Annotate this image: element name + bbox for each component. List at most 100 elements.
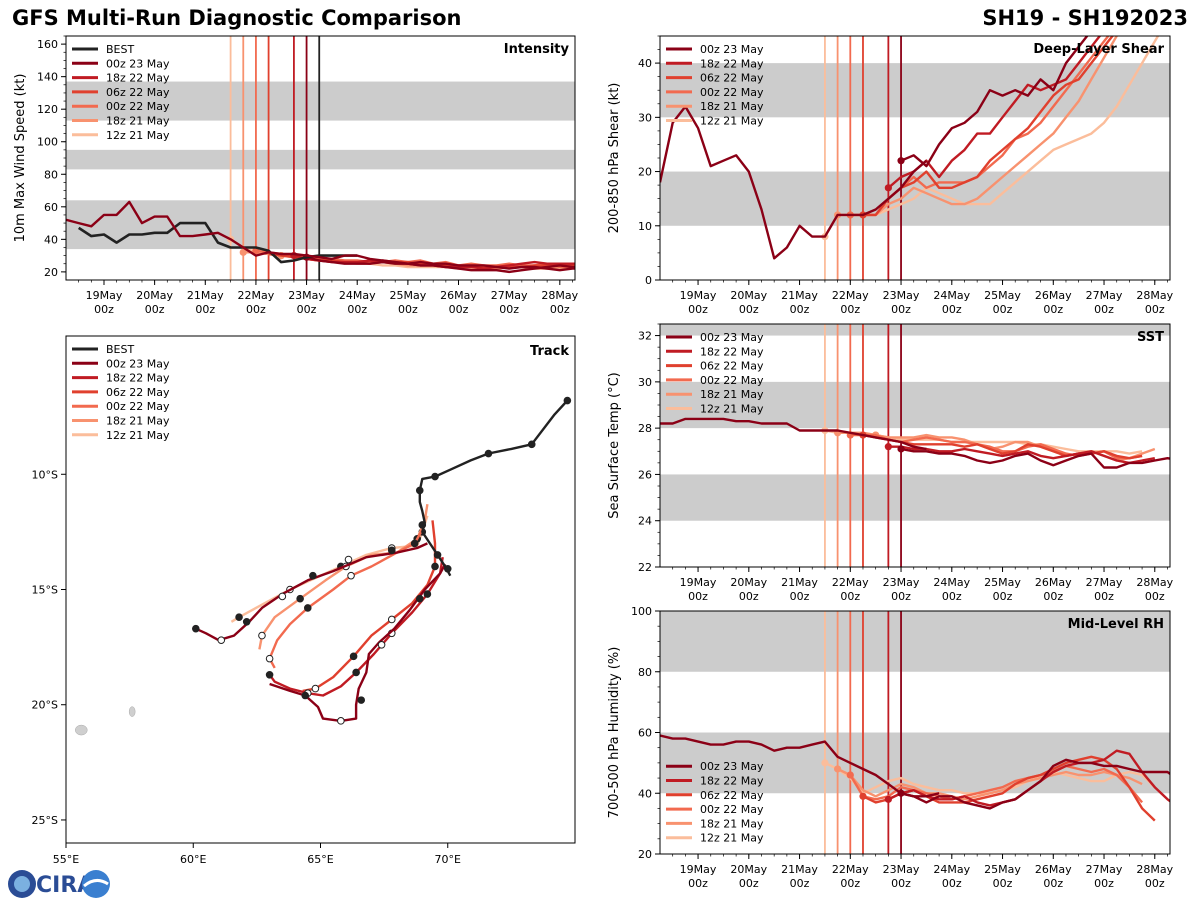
sst-ytick-label: 28 [638, 422, 652, 435]
shear-xtick-day: 21May [781, 289, 818, 302]
track-position-marker [337, 717, 345, 725]
intensity-xtick-hour: 00z [499, 303, 519, 316]
intensity-xtick-hour: 00z [246, 303, 266, 316]
rh-legend-label-00z-23-may: 00z 23 May [700, 760, 764, 773]
rh-xtick-hour: 00z [942, 877, 962, 890]
sst-legend-label-18z-21-may: 18z 21 May [700, 388, 764, 401]
sst-xtick-day: 19May [680, 576, 717, 589]
track-position-marker [258, 631, 266, 640]
shear-xtick-day: 22May [832, 289, 869, 302]
track-position-marker [301, 691, 310, 700]
track-18z-21-may-1 [258, 504, 429, 650]
track-00z-23-may-5 [269, 563, 447, 723]
sst-xtick-hour: 00z [993, 590, 1013, 603]
shear-xtick-day: 26May [1035, 289, 1072, 302]
rh-xtick-day: 23May [883, 863, 920, 876]
figure-title: GFS Multi-Run Diagnostic Comparison [12, 6, 462, 30]
case-id: SH19 - SH192023 [982, 6, 1188, 30]
sst-band-2 [660, 324, 1170, 336]
shear-xtick-hour: 00z [1094, 303, 1114, 316]
track-legend-label-best: BEST [106, 343, 134, 356]
track-position-marker [563, 396, 572, 405]
intensity-band-2 [66, 81, 575, 121]
sst-series-18z-22-may-4 [888, 445, 1156, 465]
sst-ytick-label: 30 [638, 376, 652, 389]
rh-point-06z-22-may [859, 792, 867, 800]
rh-series-00z-22-may-2 [849, 764, 1144, 804]
intensity-xtick-day: 20May [136, 289, 173, 302]
track-xtick-label: 60°E [180, 853, 206, 866]
rh-xtick-hour: 00z [1043, 877, 1063, 890]
rh-panel: 2040608010019May00z20May00z21May00z22May… [607, 605, 1174, 890]
sst-xtick-day: 23May [883, 576, 920, 589]
sst-xtick-day: 20May [730, 576, 767, 589]
sst-xtick-hour: 00z [1094, 590, 1114, 603]
intensity-xtick-day: 27May [491, 289, 528, 302]
track-position-marker [265, 670, 274, 679]
shear-xtick-hour: 00z [688, 303, 708, 316]
sst-title: SST [1137, 330, 1164, 345]
track-position-marker [484, 449, 493, 458]
sst-ytick-label: 32 [638, 330, 652, 343]
sst-xtick-hour: 00z [790, 590, 810, 603]
intensity-legend-label-18z-22-may: 18z 22 May [106, 72, 170, 85]
shear-ytick-label: 30 [638, 111, 652, 124]
shear-ytick-label: 40 [638, 57, 652, 70]
sst-series-00z-23-may-5 [900, 447, 1170, 469]
shear-legend-label-18z-22-may: 18z 22 May [700, 57, 764, 70]
shear-xtick-day: 20May [730, 289, 767, 302]
shear-point-18z-22-may [884, 184, 892, 192]
shear-xtick-day: 27May [1086, 289, 1123, 302]
intensity-xtick-hour: 00z [297, 303, 317, 316]
intensity-xtick-hour: 00z [449, 303, 469, 316]
intensity-series-00z-23-may-5 [306, 256, 575, 274]
sst-xtick-hour: 00z [942, 590, 962, 603]
track-xtick-label: 65°E [307, 853, 333, 866]
track-position-marker [242, 617, 251, 626]
sst-band-0 [660, 474, 1170, 521]
sst-xtick-hour: 00z [739, 590, 759, 603]
track-position-marker [344, 555, 353, 564]
intensity-xtick-day: 19May [86, 289, 123, 302]
track-position-marker [357, 696, 366, 704]
sst-legend-label-06z-22-may: 06z 22 May [700, 360, 764, 373]
track-position-marker [352, 668, 360, 677]
track-legend-label-06z-22-may: 06z 22 May [106, 386, 170, 399]
intensity-ylabel: 10m Max Wind Speed (kt) [13, 74, 28, 243]
shear-panel: 01020304019May00z20May00z21May00z22May00… [607, 35, 1174, 316]
sst-point-18z-22-may [884, 443, 892, 451]
track-legend-label-12z-21-may: 12z 21 May [106, 429, 170, 442]
intensity-ytick-label: 40 [44, 233, 58, 246]
shear-xtick-day: 19May [680, 289, 717, 302]
shear-xtick-hour: 00z [942, 303, 962, 316]
track-position-marker [265, 654, 274, 663]
sst-panel: 22242628303219May00z20May00z21May00z22Ma… [607, 323, 1174, 603]
shear-xtick-hour: 00z [993, 303, 1013, 316]
track-12z-21-may-0 [230, 515, 429, 623]
sst-xtick-hour: 00z [1145, 590, 1165, 603]
shear-xtick-hour: 00z [739, 303, 759, 316]
track-best-7 [418, 399, 569, 577]
island-1 [128, 706, 136, 717]
rh-xtick-hour: 00z [739, 877, 759, 890]
track-ytick-label: 10°S [32, 468, 58, 481]
intensity-ytick-label: 80 [44, 168, 58, 181]
rh-xtick-hour: 00z [993, 877, 1013, 890]
shear-xtick-hour: 00z [840, 303, 860, 316]
rh-xtick-day: 19May [680, 863, 717, 876]
island-0 [75, 724, 88, 736]
rh-series-18z-21-may-1 [837, 767, 1143, 801]
intensity-legend-label-00z-22-may: 00z 22 May [106, 100, 170, 113]
rh-point-18z-21-may [834, 765, 842, 773]
sst-ytick-label: 26 [638, 468, 652, 481]
track-position-marker [347, 571, 355, 580]
sst-xtick-hour: 00z [840, 590, 860, 603]
rh-legend-label-18z-22-may: 18z 22 May [700, 775, 764, 788]
track-position-marker [311, 684, 320, 693]
sst-xtick-day: 24May [933, 576, 970, 589]
rh-xtick-hour: 00z [891, 877, 911, 890]
shear-legend-label-06z-22-may: 06z 22 May [700, 72, 764, 85]
shear-series-00z-23-may-5 [900, 36, 1089, 168]
